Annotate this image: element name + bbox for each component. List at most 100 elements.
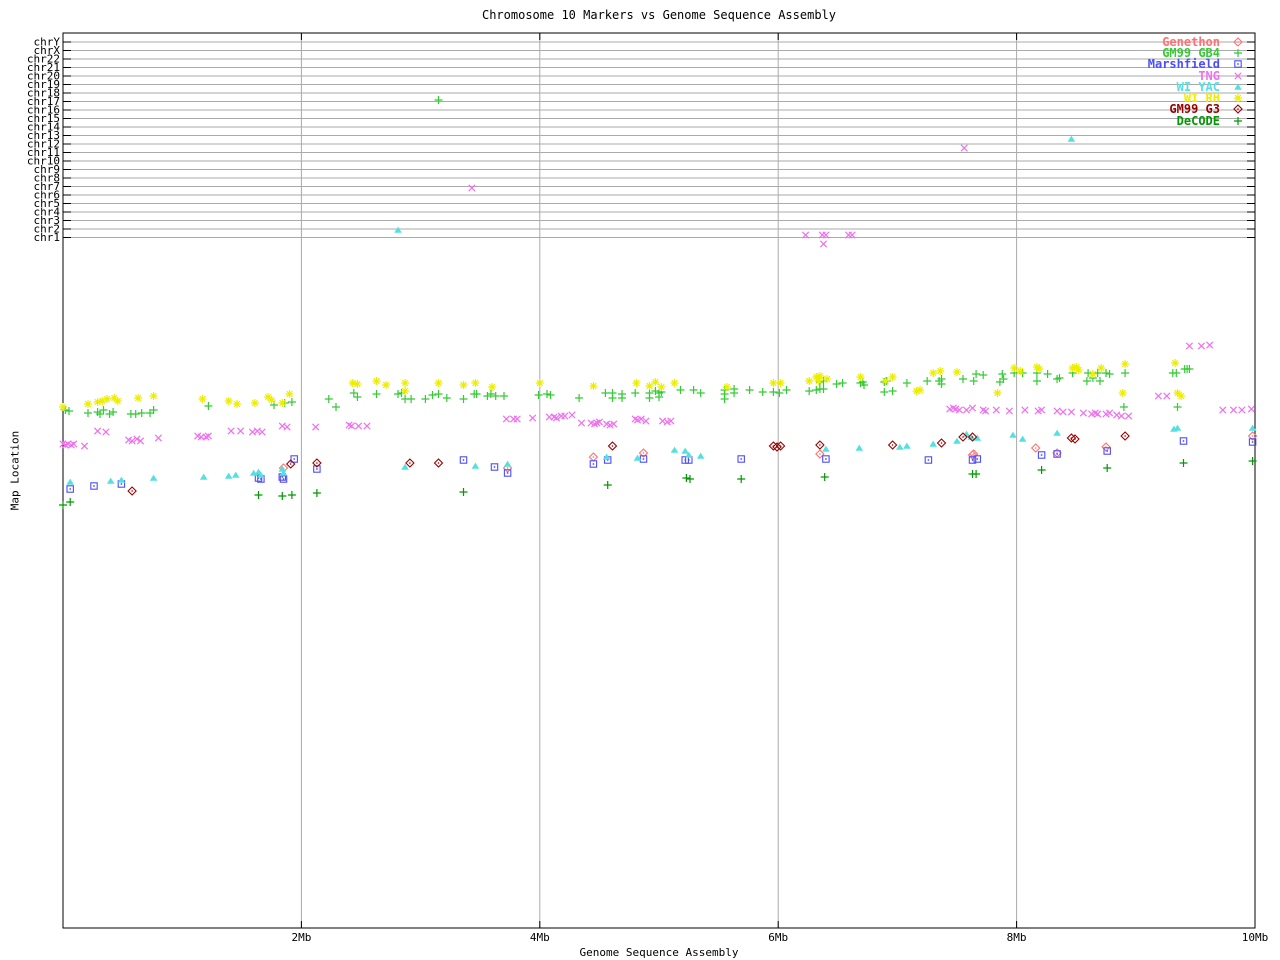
- legend-item-tng: TNG: [1148, 69, 1246, 83]
- data-point: [758, 387, 768, 397]
- data-point: [681, 473, 692, 483]
- data-point: [65, 497, 75, 507]
- data-point: [66, 478, 74, 485]
- legend-item-wi-rh: WI RH: [1148, 91, 1246, 105]
- axis-ticks: [63, 33, 1256, 928]
- gridlines: [63, 33, 1255, 928]
- data-point: [1104, 369, 1115, 379]
- data-point: [818, 384, 829, 394]
- data-point: [774, 388, 785, 398]
- y-tick-label: chr10: [27, 155, 60, 168]
- y-tick-label: chr20: [27, 70, 60, 83]
- data-point: [1185, 342, 1194, 350]
- data-point: [820, 472, 830, 482]
- data-point: [371, 389, 382, 399]
- data-point: [98, 405, 109, 415]
- data-point: [381, 380, 391, 390]
- data-point: [903, 442, 911, 449]
- data-point: [1042, 369, 1053, 379]
- data-point: [781, 385, 792, 395]
- y-tick-label: chr8: [34, 172, 61, 185]
- data-point: [104, 409, 115, 419]
- y-tick-label: chr21: [27, 61, 60, 74]
- data-point: [600, 388, 611, 398]
- data-point: [1079, 409, 1088, 417]
- y-tick-label: chr11: [27, 146, 60, 159]
- data-point: [405, 458, 415, 468]
- data-point: [533, 390, 544, 400]
- series-marshfield: [66, 437, 1257, 493]
- star-icon: [1233, 93, 1243, 103]
- data-point: [804, 376, 814, 386]
- data-point: [433, 458, 444, 468]
- data-point: [588, 381, 599, 391]
- data-point: [650, 377, 661, 387]
- data-point: [1096, 363, 1106, 373]
- plot-frame: [62, 32, 1256, 929]
- data-point: [915, 385, 925, 395]
- data-point: [719, 394, 730, 404]
- data-point: [1154, 392, 1163, 400]
- data-point: [936, 438, 947, 448]
- data-point: [1120, 431, 1130, 441]
- data-point: [669, 378, 680, 388]
- data-point: [736, 474, 746, 484]
- legend-label: Genethon: [1162, 34, 1220, 49]
- y-tick-label: chr16: [27, 104, 60, 117]
- data-point: [1124, 412, 1133, 420]
- data-point: [509, 415, 518, 423]
- data-point: [503, 469, 512, 477]
- x-tick-labels: 2Mb 4Mb 6Mb 8Mb 10Mb: [291, 931, 1268, 944]
- data-point: [888, 440, 898, 450]
- data-point: [149, 391, 159, 401]
- data-point: [442, 393, 452, 403]
- data-point: [1009, 431, 1017, 438]
- data-point: [468, 184, 476, 192]
- data-point: [811, 385, 821, 395]
- data-point: [1088, 369, 1098, 379]
- data-point: [1120, 359, 1130, 369]
- data-point: [117, 476, 126, 483]
- legend-item-wi-yac: WI YAC: [1148, 80, 1246, 94]
- data-point: [470, 378, 480, 388]
- data-point: [535, 378, 545, 388]
- data-point: [1018, 435, 1027, 442]
- y-tick-label: chrY: [34, 36, 61, 49]
- data-point: [102, 428, 110, 436]
- y-tick-label: chr5: [34, 197, 61, 210]
- data-point: [224, 472, 233, 479]
- data-point: [1171, 368, 1181, 378]
- data-point: [768, 387, 779, 397]
- legend-item-genethon: Genethon: [1148, 34, 1246, 49]
- data-point: [1102, 463, 1112, 473]
- data-point: [631, 415, 640, 423]
- data-point: [58, 402, 68, 412]
- data-point: [1117, 412, 1126, 420]
- data-point: [815, 440, 825, 450]
- y-axis-label: Map Location: [8, 430, 22, 511]
- y-tick-label: chr1: [34, 231, 61, 244]
- data-point: [656, 382, 667, 392]
- legend-label: DeCODE: [1176, 113, 1220, 128]
- data-point: [1037, 451, 1046, 459]
- data-point: [958, 374, 968, 384]
- legend-item-marshfield: Marshfield: [1148, 57, 1246, 71]
- series-decode: [58, 456, 1258, 510]
- data-point: [879, 387, 889, 397]
- data-point: [66, 485, 74, 493]
- data-point: [277, 398, 287, 408]
- y-tick-label: chr6: [34, 189, 61, 202]
- y-tick-label: chr14: [27, 121, 60, 134]
- x-tick-label: 2Mb: [291, 931, 311, 944]
- data-point: [953, 437, 961, 444]
- data-point: [837, 378, 848, 388]
- y-tick-label: chr18: [27, 87, 60, 100]
- data-point: [1015, 366, 1025, 376]
- data-point: [253, 490, 264, 500]
- y-tick-label: chr13: [27, 129, 60, 142]
- data-point: [283, 423, 291, 431]
- data-point: [227, 427, 235, 435]
- data-point: [287, 490, 297, 500]
- data-point: [471, 462, 480, 469]
- data-point: [577, 419, 586, 427]
